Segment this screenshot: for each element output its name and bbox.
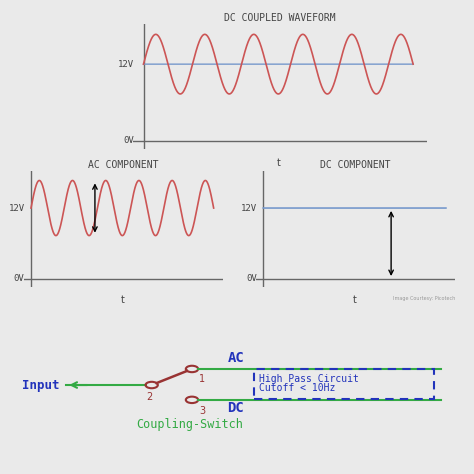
Text: AC: AC [228,351,244,365]
Text: 0V: 0V [123,137,134,146]
Text: 12V: 12V [118,60,134,69]
Text: 1: 1 [199,374,205,384]
Text: 2: 2 [146,392,153,402]
Text: 12V: 12V [241,203,257,212]
Text: 3: 3 [199,406,205,416]
Text: 12V: 12V [9,203,25,212]
Title: DC COMPONENT: DC COMPONENT [320,160,391,170]
Text: Input: Input [22,379,59,392]
Text: Image Courtesy: Picotech: Image Courtesy: Picotech [393,296,455,301]
Text: t: t [120,295,124,305]
Text: t: t [353,295,356,305]
Text: Coupling-Switch: Coupling-Switch [136,419,243,431]
Text: Cutoff < 10Hz: Cutoff < 10Hz [259,383,336,393]
Text: 0V: 0V [246,274,257,283]
Text: High Pass Circuit: High Pass Circuit [259,374,359,384]
Text: DC: DC [228,401,244,415]
Text: t: t [276,158,280,168]
Text: 0V: 0V [14,274,25,283]
Title: DC COUPLED WAVEFORM: DC COUPLED WAVEFORM [224,13,336,23]
Title: AC COMPONENT: AC COMPONENT [88,160,158,170]
